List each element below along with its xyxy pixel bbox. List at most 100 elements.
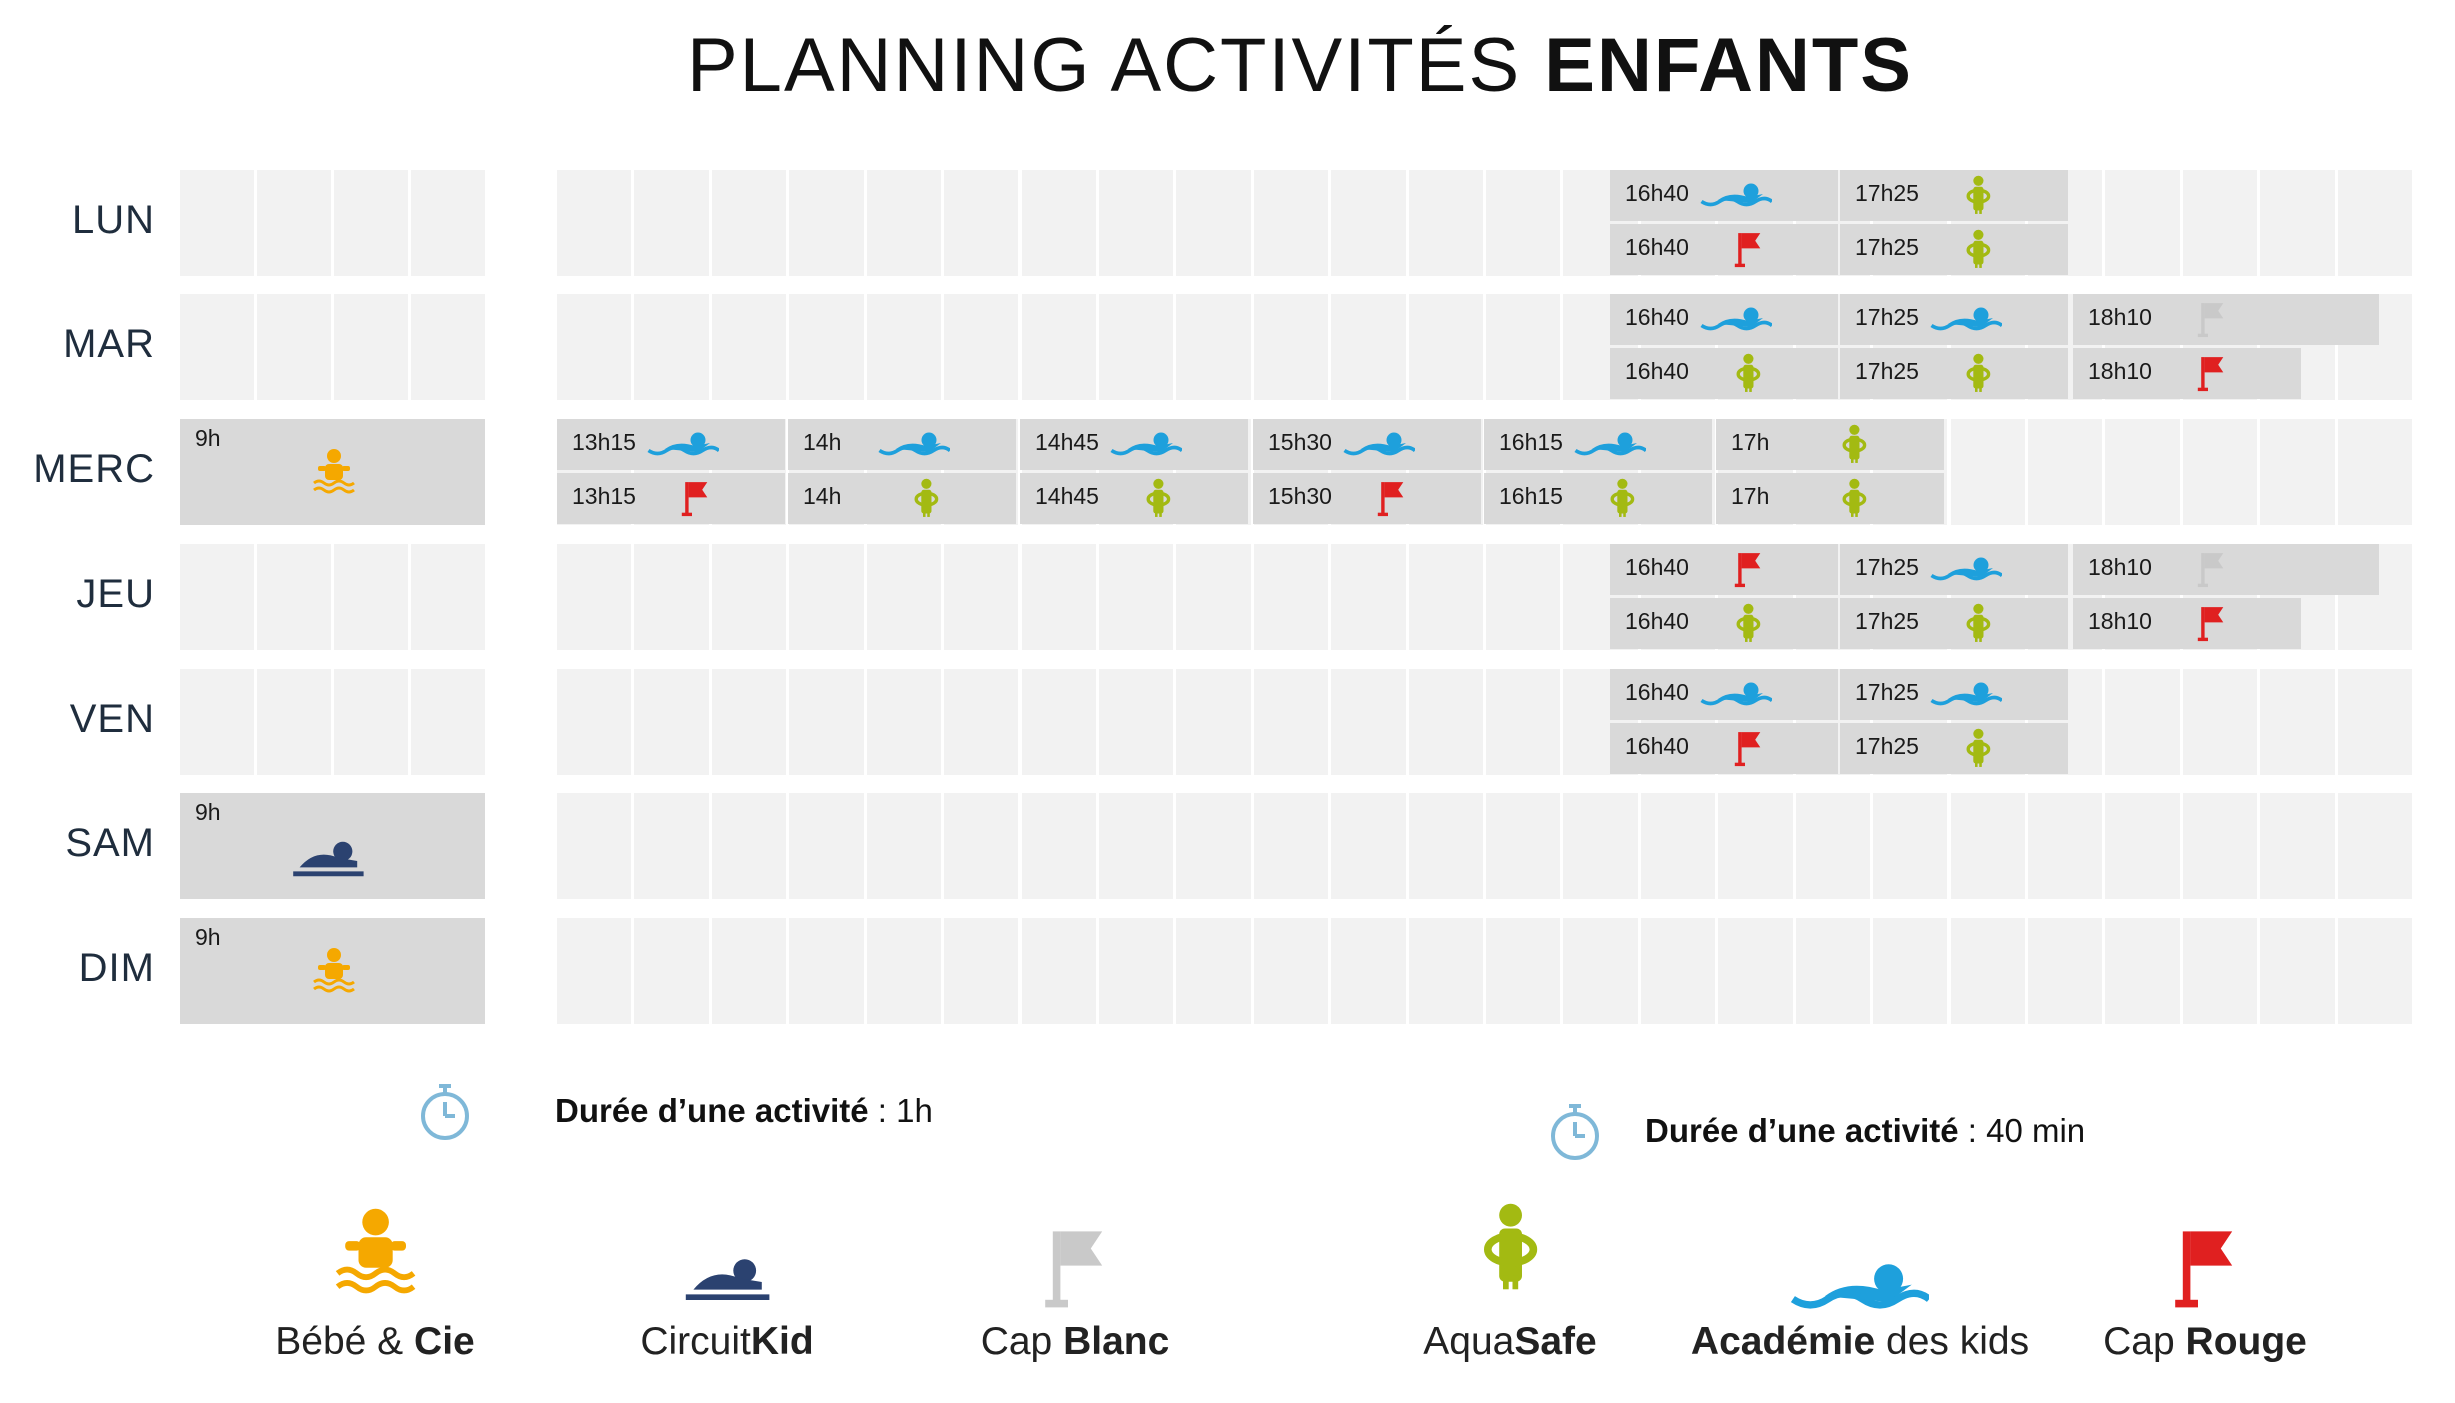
- activity-slot-aquasafe[interactable]: 14h45: [1020, 473, 1248, 524]
- activity-slot-bebe[interactable]: 9h: [180, 419, 485, 525]
- grid-cell: [1176, 918, 1251, 1024]
- activity-slot-caprouge[interactable]: 15h30: [1253, 473, 1481, 524]
- red-flag-icon: [1371, 477, 1412, 524]
- swimmer-icon: [1790, 1215, 1932, 1359]
- stopwatch-icon: [1545, 1100, 1605, 1172]
- activity-slot-academie[interactable]: 16h15: [1484, 419, 1712, 470]
- grid-cell: [711, 170, 787, 276]
- slot-time: 17h25: [1855, 358, 1919, 384]
- activity-slot-caprouge[interactable]: 16h40: [1610, 224, 1838, 275]
- legend-item-capblanc: Cap Blanc: [875, 1220, 1275, 1380]
- slot-time: 16h40: [1625, 733, 1689, 759]
- activity-slot-academie[interactable]: 14h45: [1020, 419, 1248, 470]
- slot-time: 17h25: [1855, 234, 1919, 260]
- activity-slot-academie[interactable]: 14h: [788, 419, 1016, 470]
- activity-slot-aquasafe[interactable]: 17h: [1716, 473, 1944, 524]
- activity-slot-caprouge[interactable]: 16h40: [1610, 723, 1838, 774]
- aquasafe-icon: [1834, 423, 1875, 470]
- grid-cell: [1486, 544, 1561, 650]
- activity-slot-circuit[interactable]: 9h: [180, 793, 485, 899]
- activity-slot-caprouge[interactable]: 18h10: [2073, 598, 2301, 649]
- legend-label: Académie des kids: [1690, 1320, 2030, 1363]
- activity-slot-caprouge[interactable]: 16h40: [1610, 544, 1838, 595]
- grid-cell: [1176, 170, 1251, 276]
- grid-cell: [1021, 544, 1096, 650]
- grid-cell: [1021, 793, 1096, 899]
- white-flag-icon: [2191, 548, 2232, 595]
- activity-slot-aquasafe[interactable]: 17h25: [1840, 224, 2068, 275]
- grid-cell: [334, 294, 408, 400]
- activity-slot-aquasafe[interactable]: 17h25: [1840, 598, 2068, 649]
- activity-slot-academie[interactable]: 16h40: [1610, 170, 1838, 221]
- activity-slot-aquasafe[interactable]: 16h40: [1610, 348, 1838, 399]
- grid-cell: [789, 918, 864, 1024]
- slot-time: 16h15: [1499, 483, 1563, 509]
- activity-slot-aquasafe[interactable]: 16h40: [1610, 598, 1838, 649]
- slot-time: 17h25: [1855, 608, 1919, 634]
- grid-cell: [557, 918, 632, 1024]
- slot-time: 9h: [195, 425, 221, 451]
- slot-time: 17h25: [1855, 733, 1919, 759]
- slot-time: 17h25: [1855, 679, 1919, 705]
- grid-cell: [634, 170, 709, 276]
- bebe-icon: [310, 447, 358, 501]
- slot-time: 16h15: [1499, 429, 1563, 455]
- day-label-dim: DIM: [78, 946, 155, 990]
- grid-cell: [1640, 793, 1716, 899]
- activity-slot-academie[interactable]: 17h25: [1840, 294, 2068, 345]
- activity-slot-aquasafe[interactable]: 17h25: [1840, 170, 2068, 221]
- slot-time: 15h30: [1268, 483, 1332, 509]
- grid-cell: [2105, 918, 2180, 1024]
- aquasafe-icon: [1728, 352, 1769, 399]
- activity-slot-aquasafe[interactable]: 16h15: [1484, 473, 1712, 524]
- activity-slot-academie[interactable]: 13h15: [557, 419, 785, 470]
- grid-cell: [1950, 918, 2025, 1024]
- red-flag-icon: [675, 477, 716, 524]
- grid-cell: [557, 544, 632, 650]
- activity-slot-aquasafe[interactable]: 17h25: [1840, 348, 2068, 399]
- day-label-sam: SAM: [65, 821, 155, 865]
- activity-slot-aquasafe[interactable]: 17h: [1716, 419, 1944, 470]
- grid-cell: [411, 544, 485, 650]
- grid-cell: [1408, 170, 1483, 276]
- grid-cell: [1176, 669, 1251, 775]
- grid-cell: [1873, 793, 1948, 899]
- grid-cell: [1253, 918, 1329, 1024]
- schedule-grid: LUN MAR MERC JEU VEN SAM DIM 16h40 17h25 16h40 17h…: [33, 170, 2412, 1024]
- activity-slot-caprouge[interactable]: 18h10: [2073, 348, 2301, 399]
- activity-slot-academie[interactable]: 15h30: [1253, 419, 1481, 470]
- activity-slot-caprouge[interactable]: 13h15: [557, 473, 785, 524]
- grid-cell: [1486, 669, 1561, 775]
- grid-cell: [334, 669, 408, 775]
- aquasafe-icon: [1958, 602, 1999, 649]
- activity-slot-academie[interactable]: 16h40: [1610, 294, 1838, 345]
- activity-slot-capblanc[interactable]: 18h10: [2073, 294, 2379, 345]
- grid-cell: [1176, 544, 1251, 650]
- activity-slot-aquasafe[interactable]: 14h: [788, 473, 1016, 524]
- stopwatch-icon: [415, 1080, 475, 1152]
- activity-slot-academie[interactable]: 17h25: [1840, 669, 2068, 720]
- grid-cell: [1253, 793, 1329, 899]
- slot-time: 16h40: [1625, 554, 1689, 580]
- activity-slot-academie[interactable]: 16h40: [1610, 669, 1838, 720]
- grid-cell: [1098, 170, 1174, 276]
- aquasafe-icon: [1728, 602, 1769, 649]
- swimmer-icon: [1574, 407, 1648, 485]
- slot-time: 13h15: [572, 429, 636, 455]
- aquasafe-icon: [906, 477, 947, 524]
- legend-label: Cap Rouge: [2103, 1320, 2307, 1363]
- grid-cell: [180, 170, 254, 276]
- day-label-lun: LUN: [71, 198, 155, 242]
- grid-cell: [2105, 419, 2180, 525]
- slot-time: 18h10: [2088, 554, 2152, 580]
- legend-item-bebe: Bébé & Cie: [175, 1205, 575, 1365]
- activity-slot-bebe[interactable]: 9h: [180, 918, 485, 1024]
- activity-slot-aquasafe[interactable]: 17h25: [1840, 723, 2068, 774]
- activity-slot-capblanc[interactable]: 18h10: [2073, 544, 2379, 595]
- grid-cell: [411, 170, 485, 276]
- grid-cell: [2260, 419, 2335, 525]
- grid-cell: [557, 294, 632, 400]
- grid-cell: [1253, 669, 1329, 775]
- activity-slot-academie[interactable]: 17h25: [1840, 544, 2068, 595]
- grid-cell: [2337, 170, 2412, 276]
